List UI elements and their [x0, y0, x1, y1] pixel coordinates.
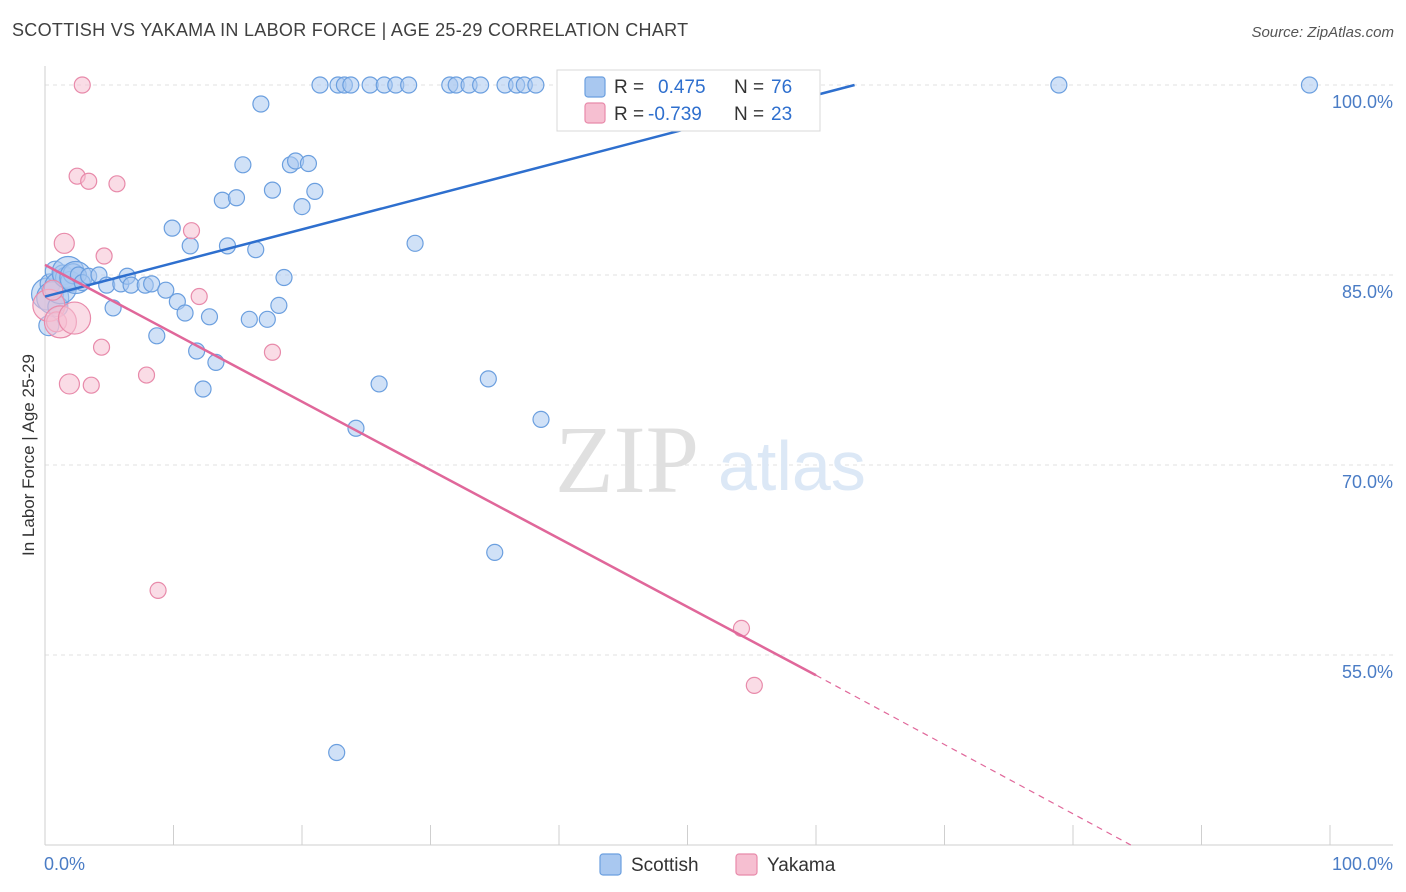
yakama-point-9	[80, 172, 98, 190]
scottish-point-77	[1300, 76, 1319, 94]
scottish-point-64	[479, 370, 497, 388]
y-tick-label-0: 55.0%	[1342, 662, 1393, 682]
scottish-point-47	[293, 198, 311, 216]
chart-source: Source: ZipAtlas.com	[1251, 24, 1394, 41]
scottish-point-75	[342, 76, 360, 94]
yakama-point-17	[190, 287, 208, 306]
scottish-point-37	[234, 156, 252, 174]
gridlines	[45, 84, 1393, 656]
watermark: ZIP atlas	[555, 406, 866, 513]
legend-n-value-yakama: 23	[771, 104, 792, 125]
scottish-point-24	[148, 327, 166, 345]
scottish-point-49	[306, 182, 324, 200]
axes	[44, 66, 1393, 846]
bottom-legend-swatch-yakama	[735, 853, 758, 876]
scottish-point-59	[406, 234, 424, 252]
yakama-points	[32, 76, 776, 695]
scottish-point-69	[527, 76, 545, 94]
yakama-trendline-extension	[815, 674, 1132, 846]
y-axis-title: In Labor Force | Age 25-29	[19, 354, 38, 556]
scottish-point-41	[258, 310, 276, 328]
scottish-point-70	[532, 410, 550, 428]
yakama-point-14	[137, 366, 156, 384]
y-tick-label-2: 85.0%	[1342, 282, 1393, 302]
yakama-point-11	[92, 338, 111, 356]
scottish-point-63	[472, 76, 490, 94]
scottish-point-42	[263, 181, 282, 199]
watermark-zip: ZIP	[555, 406, 699, 513]
legend-r-value-scottish: 0.475	[658, 77, 706, 98]
scottish-point-25	[157, 281, 175, 299]
x-tick-labels: 0.0% 100.0%	[44, 854, 1393, 874]
scottish-point-55	[370, 375, 388, 393]
yakama-point-8	[73, 76, 91, 94]
scottish-point-76	[328, 743, 346, 762]
scottish-point-32	[200, 308, 219, 326]
yakama-point-12	[95, 247, 113, 265]
scottish-point-58	[400, 76, 418, 94]
series-legend: Scottish Yakama	[599, 853, 836, 876]
y-tick-label-1: 70.0%	[1342, 472, 1393, 492]
legend-swatch-scottish	[584, 76, 606, 98]
yakama-point-10	[82, 376, 100, 394]
legend-r-label-scottish: R =	[614, 77, 644, 98]
scottish-point-44	[275, 268, 293, 287]
yakama-point-16	[182, 222, 201, 240]
legend-r-value-yakama: -0.739	[648, 104, 702, 125]
scottish-point-43	[270, 296, 288, 314]
y-tick-label-3: 100.0%	[1332, 92, 1393, 112]
scottish-point-74	[1050, 76, 1068, 94]
scottish-point-34	[213, 191, 231, 209]
y-tick-labels: 55.0% 70.0% 85.0% 100.0%	[1332, 92, 1393, 682]
scottish-point-31	[194, 380, 212, 398]
yakama-point-15	[149, 581, 167, 600]
yakama-trendline	[44, 263, 817, 677]
watermark-atlas: atlas	[718, 427, 866, 505]
x-tick-label-0: 0.0%	[44, 854, 85, 874]
bottom-legend-swatch-scottish	[599, 853, 622, 876]
scottish-point-65	[486, 543, 504, 562]
legend-n-label-yakama: N =	[734, 104, 764, 125]
yakama-point-13	[108, 175, 126, 193]
legend-n-value-scottish: 76	[771, 77, 792, 98]
yakama-point-5	[58, 373, 81, 395]
scottish-point-36	[227, 189, 246, 207]
scottish-point-38	[240, 310, 258, 328]
legend-r-label-yakama: R =	[614, 104, 644, 125]
stats-legend: R = 0.475 N = 76 R = -0.739 N = 23	[556, 69, 821, 132]
yakama-point-6	[57, 301, 92, 335]
bottom-legend-label-yakama: Yakama	[767, 855, 836, 876]
yakama-point-20	[745, 676, 763, 695]
legend-swatch-yakama	[584, 102, 606, 124]
yakama-point-18	[263, 343, 282, 361]
scottish-point-40	[252, 95, 270, 113]
chart-title: SCOTTISH VS YAKAMA IN LABOR FORCE | AGE …	[12, 20, 689, 40]
legend-n-label-scottish: N =	[734, 77, 764, 98]
scottish-point-28	[176, 304, 194, 322]
scottish-point-29	[181, 237, 199, 255]
bottom-legend-label-scottish: Scottish	[631, 855, 699, 876]
yakama-point-4	[53, 232, 75, 254]
scottish-point-48	[299, 154, 318, 173]
scottish-point-23	[143, 275, 161, 293]
x-tick-label-1: 100.0%	[1332, 854, 1393, 874]
scottish-point-26	[163, 219, 181, 237]
scottish-point-50	[311, 76, 329, 94]
